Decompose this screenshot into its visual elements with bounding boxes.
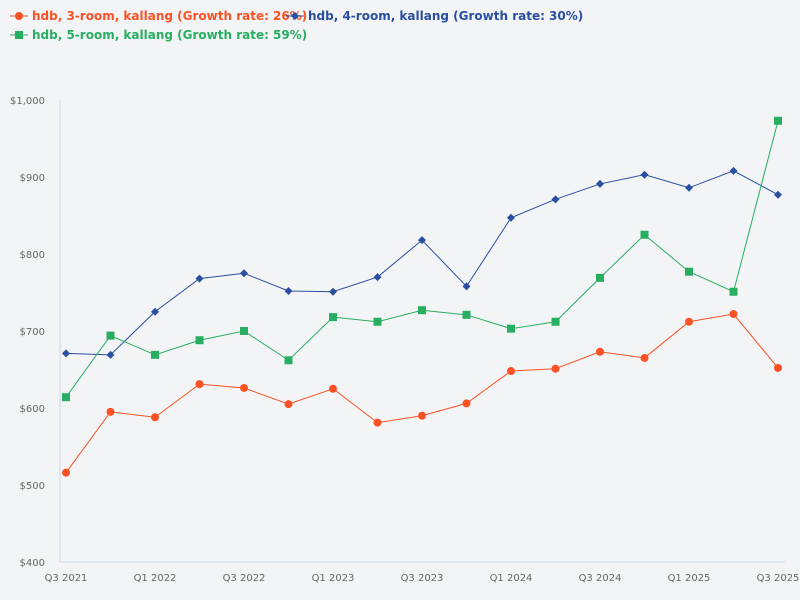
data-point bbox=[551, 317, 560, 326]
data-point bbox=[106, 331, 115, 340]
y-tick-label: $500 bbox=[20, 481, 45, 492]
y-tick-label: $1,000 bbox=[10, 96, 45, 107]
data-point bbox=[240, 383, 248, 392]
data-point bbox=[551, 364, 560, 373]
data-point bbox=[685, 183, 693, 192]
data-point bbox=[640, 230, 649, 239]
data-point bbox=[240, 327, 248, 335]
data-point bbox=[685, 317, 693, 326]
series-line-3 bbox=[65, 120, 779, 398]
data-point bbox=[640, 353, 649, 362]
legend-label: hdb, 5-room, kallang (Growth rate: 59%) bbox=[32, 28, 308, 42]
data-point bbox=[640, 170, 649, 179]
data-point bbox=[685, 267, 693, 276]
data-point bbox=[729, 287, 738, 296]
x-tick-label: Q1 2023 bbox=[312, 573, 355, 584]
series-line-1 bbox=[65, 313, 779, 473]
x-tick-label: Q1 2025 bbox=[668, 573, 711, 584]
data-point bbox=[373, 273, 382, 282]
data-point bbox=[596, 273, 604, 282]
data-point bbox=[329, 287, 337, 296]
x-tick-label: Q3 2024 bbox=[579, 573, 622, 584]
data-point bbox=[774, 190, 782, 199]
data-point bbox=[151, 413, 159, 422]
legend-label: hdb, 3-room, kallang (Growth rate: 26%) bbox=[32, 9, 308, 23]
data-point bbox=[284, 356, 293, 365]
data-point bbox=[462, 310, 471, 319]
data-point bbox=[151, 350, 159, 359]
y-tick-label: $800 bbox=[20, 250, 45, 261]
data-point bbox=[151, 307, 159, 316]
x-tick-label: Q1 2022 bbox=[134, 573, 177, 584]
data-point bbox=[62, 468, 70, 477]
legend-item-5-room[interactable]: hdb, 5-room, kallang (Growth rate: 59%) bbox=[10, 28, 307, 42]
data-point bbox=[62, 393, 70, 402]
data-point bbox=[240, 269, 248, 278]
data-point bbox=[774, 363, 782, 372]
data-point bbox=[418, 306, 426, 315]
x-tick-label: Q3 2022 bbox=[223, 573, 266, 584]
data-point bbox=[373, 317, 382, 326]
data-point bbox=[62, 349, 70, 358]
circle-marker-icon bbox=[10, 12, 28, 20]
data-point bbox=[195, 336, 204, 345]
x-tick-label: Q3 2025 bbox=[757, 573, 800, 584]
square-marker-icon bbox=[10, 31, 28, 39]
series-line-2 bbox=[65, 170, 779, 356]
legend-item-3-room[interactable]: hdb, 3-room, kallang (Growth rate: 26%) bbox=[10, 9, 307, 23]
data-point bbox=[284, 286, 293, 295]
data-point bbox=[284, 400, 293, 409]
data-point bbox=[418, 236, 426, 245]
y-tick-label: $600 bbox=[20, 404, 45, 415]
x-tick-label: Q3 2023 bbox=[401, 573, 444, 584]
data-point bbox=[373, 418, 382, 427]
y-tick-label: $400 bbox=[20, 558, 45, 569]
data-point bbox=[507, 367, 515, 376]
diamond-marker-icon bbox=[286, 12, 304, 20]
y-tick-label: $900 bbox=[20, 173, 45, 184]
data-point bbox=[462, 399, 471, 408]
legend-item-4-room[interactable]: hdb, 4-room, kallang (Growth rate: 30%) bbox=[286, 9, 583, 23]
data-point bbox=[418, 411, 426, 420]
x-tick-label: Q1 2024 bbox=[490, 573, 533, 584]
data-point bbox=[329, 313, 337, 322]
data-point bbox=[106, 350, 115, 359]
data-point bbox=[596, 347, 604, 356]
data-point bbox=[507, 213, 515, 222]
data-point bbox=[462, 282, 471, 291]
data-point bbox=[106, 407, 115, 416]
legend-label: hdb, 4-room, kallang (Growth rate: 30%) bbox=[308, 9, 584, 23]
data-point bbox=[729, 166, 738, 175]
data-point bbox=[729, 310, 738, 319]
x-tick-label: Q3 2021 bbox=[45, 573, 88, 584]
data-point bbox=[507, 324, 515, 333]
data-point bbox=[195, 380, 204, 389]
data-point bbox=[774, 116, 782, 125]
data-point bbox=[329, 384, 337, 393]
data-point bbox=[551, 195, 560, 204]
data-point bbox=[195, 274, 204, 283]
y-tick-label: $700 bbox=[20, 327, 45, 338]
data-point bbox=[596, 179, 604, 188]
